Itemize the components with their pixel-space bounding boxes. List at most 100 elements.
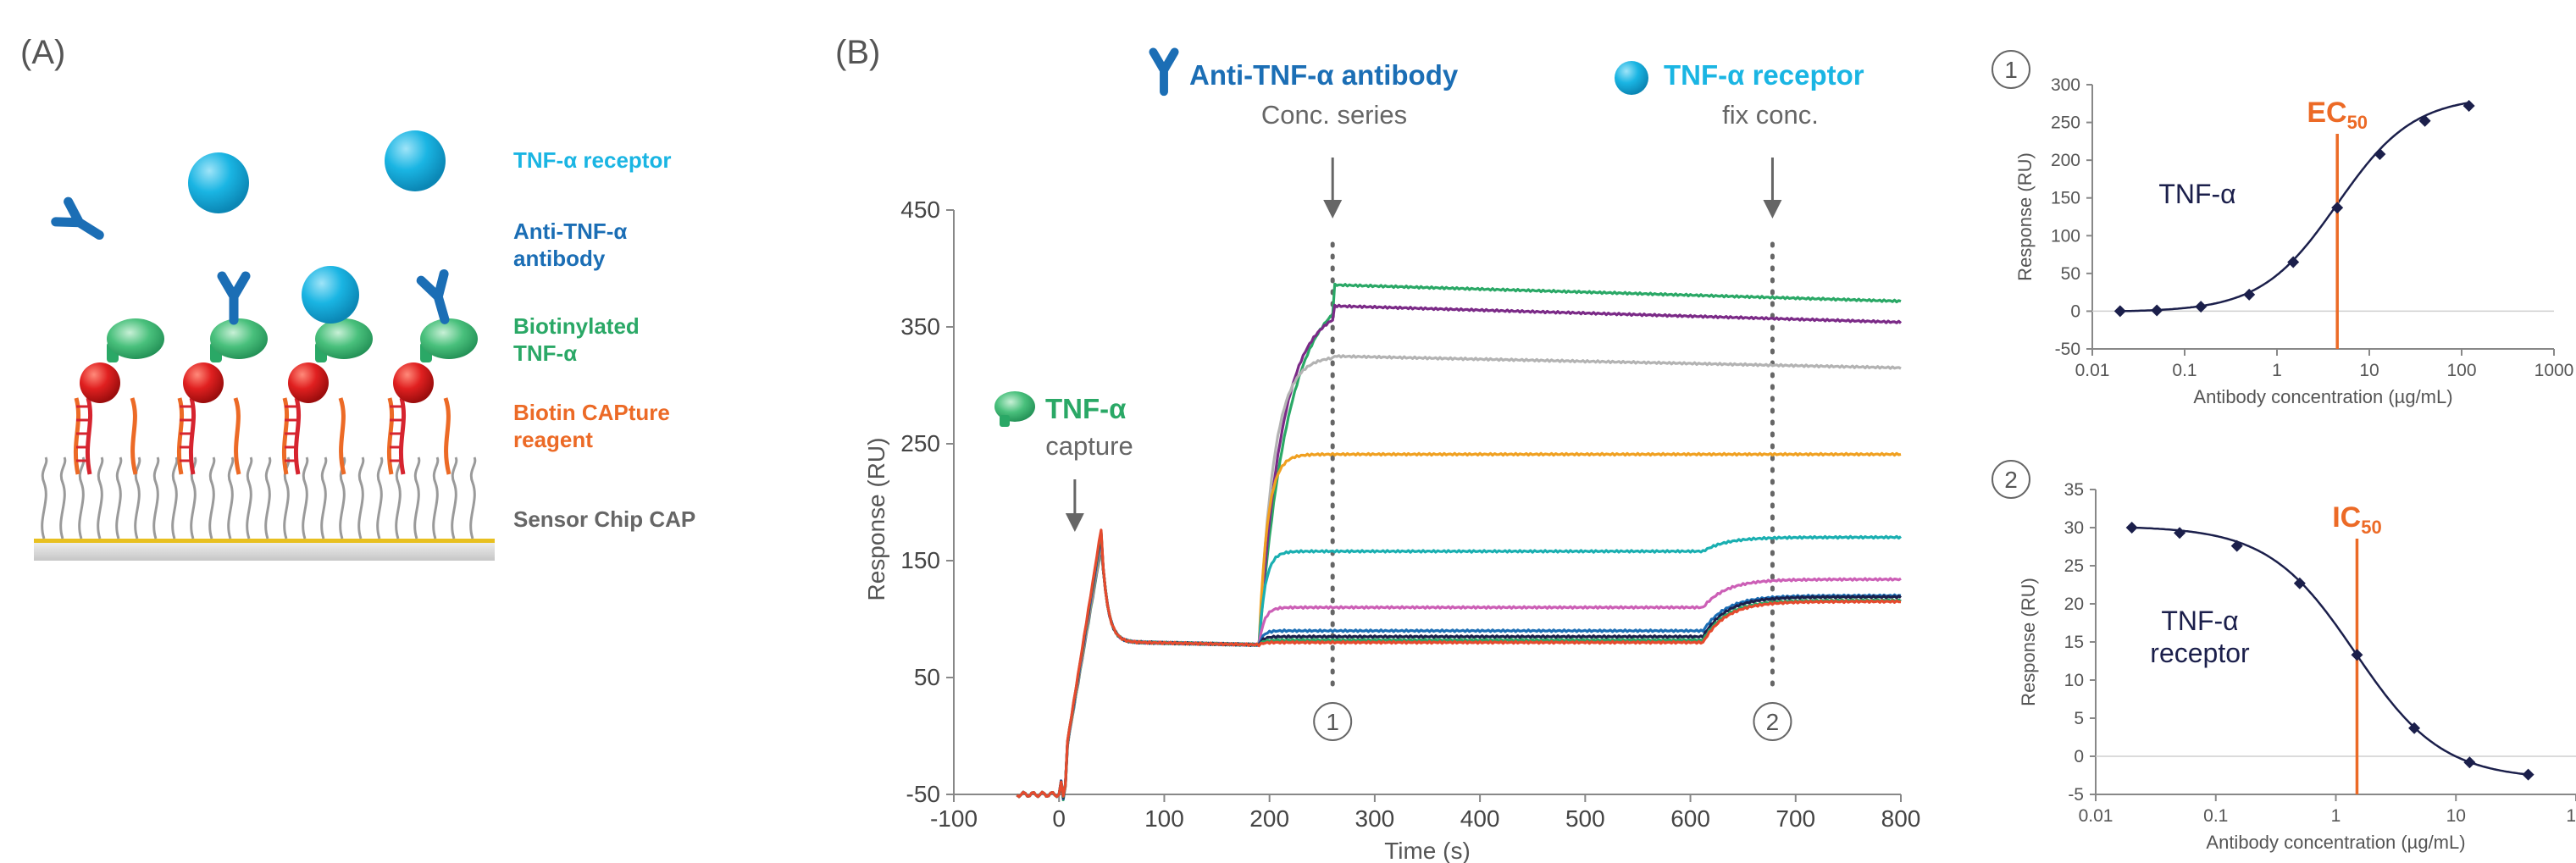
biotinylated-tnf bbox=[420, 318, 478, 359]
y-axis-label: Response (RU) bbox=[2014, 152, 2036, 281]
half-max-label-sub: 50 bbox=[2347, 112, 2368, 133]
dextran-strand bbox=[208, 456, 216, 539]
biotinylated-tnf bbox=[107, 318, 164, 359]
sensorgram-trace bbox=[1016, 533, 1902, 800]
dextran-strand bbox=[357, 456, 365, 539]
capture-title: TNF-α bbox=[1045, 393, 1126, 424]
panel-a: (A) TNF-α receptor Anti-TNF-α antibody Biot… bbox=[20, 34, 695, 561]
capture-reagent-strand bbox=[188, 397, 197, 475]
dose-response-plot-2: 2 -5 0 5 10 15 20 25 30 35 0.01 0.1 1 10 10 Antibody co… bbox=[1992, 460, 2576, 853]
data-point bbox=[2418, 114, 2431, 127]
legend-entry: Anti-TNF-α antibody bbox=[513, 219, 627, 271]
dextran-strand bbox=[41, 456, 48, 539]
y-tick-label: 250 bbox=[2051, 113, 2080, 133]
y-tick-label: 350 bbox=[900, 313, 940, 340]
x-tick-label: 100 bbox=[2446, 361, 2476, 380]
sensorgram-trace bbox=[1016, 531, 1902, 799]
y-tick-label: 20 bbox=[2064, 595, 2084, 614]
sensorgram-trace bbox=[1016, 528, 1901, 799]
dextran-strand bbox=[432, 456, 440, 539]
dextran-strand bbox=[283, 456, 291, 539]
y-tick-label: 100 bbox=[2051, 226, 2080, 246]
curve-label-line: TNF-α bbox=[2161, 606, 2238, 636]
x-axis-label: Antibody concentration (µg/mL) bbox=[2193, 386, 2452, 407]
free-receptor-icon bbox=[385, 130, 446, 191]
x-tick-label: 10 bbox=[2359, 361, 2379, 380]
receptor-header-subtitle: fix conc. bbox=[1722, 100, 1819, 130]
curve-label-line: TNF-α bbox=[2158, 179, 2235, 209]
x-tick-label: 600 bbox=[1670, 805, 1710, 832]
streptavidin-sphere bbox=[393, 362, 434, 403]
streptavidin-sphere bbox=[183, 362, 224, 403]
data-point bbox=[2374, 148, 2386, 161]
x-tick-label: 0 bbox=[1052, 805, 1066, 832]
dose-response-plot-1: 1 -50 0 50 100 150 200 250 300 0.01 0.1 1 10 100 1000 A… bbox=[1992, 50, 2574, 407]
fitted-curve bbox=[2131, 526, 2529, 776]
x-tick-label: 0.01 bbox=[2075, 361, 2110, 380]
panel-b-label: (B) bbox=[835, 34, 880, 71]
legend-entry-line: antibody bbox=[513, 246, 606, 271]
y-tick-label: 150 bbox=[900, 547, 940, 573]
data-point bbox=[2293, 577, 2306, 589]
half-max-label-sub: 50 bbox=[2361, 517, 2381, 538]
legend-entry: Sensor Chip CAP bbox=[513, 506, 695, 532]
data-point bbox=[2462, 99, 2475, 112]
antibody-header-subtitle: Conc. series bbox=[1261, 100, 1407, 130]
y-axis-label: Response (RU) bbox=[863, 438, 889, 601]
y-tick-label: 200 bbox=[2051, 151, 2080, 170]
x-tick-label: 300 bbox=[1355, 805, 1395, 832]
data-point bbox=[2331, 202, 2344, 214]
x-tick-label: 10 bbox=[2566, 806, 2576, 826]
legend-entry: TNF-α receptor bbox=[513, 147, 671, 173]
y-tick-label: 0 bbox=[2070, 301, 2080, 321]
bound-receptor-icon bbox=[302, 266, 359, 324]
half-max-label-main: EC bbox=[2307, 97, 2346, 129]
bound-antibody-icon bbox=[421, 274, 456, 323]
x-tick-label: 200 bbox=[1249, 805, 1289, 832]
y-tick-label: 15 bbox=[2064, 633, 2084, 652]
y-tick-label: 10 bbox=[2064, 671, 2084, 690]
event-marker bbox=[1313, 702, 1353, 741]
dextran-strand bbox=[469, 456, 477, 539]
y-tick-label: 35 bbox=[2064, 480, 2084, 500]
event-marker-label: 1 bbox=[1326, 709, 1339, 735]
x-tick-label: 1 bbox=[2272, 361, 2282, 380]
antibody-shape bbox=[222, 276, 246, 320]
capture-unit bbox=[386, 274, 478, 475]
dextran-strand bbox=[451, 456, 458, 539]
bound-antibody-icon bbox=[222, 276, 246, 320]
antibody-icon bbox=[1153, 52, 1174, 91]
capture-reagent-strand bbox=[338, 397, 346, 475]
sensor-chip-gold-layer bbox=[34, 539, 495, 543]
y-tick-label: 300 bbox=[2051, 75, 2080, 95]
dextran-strand bbox=[227, 456, 235, 539]
capture-reagent-strand bbox=[176, 397, 185, 475]
data-point bbox=[2287, 256, 2300, 268]
panel-b: (B) Anti-TNF-α antibody Conc. series TNF… bbox=[835, 34, 1920, 863]
capture-reagent-strand bbox=[281, 397, 290, 475]
sensor-chip-surface bbox=[34, 542, 495, 561]
capture-unit bbox=[73, 318, 164, 475]
data-point bbox=[2174, 527, 2186, 539]
y-tick-label: -50 bbox=[2055, 340, 2080, 359]
plot-marker-label: 2 bbox=[2004, 467, 2018, 493]
capture-reagent-strand bbox=[73, 397, 81, 475]
x-tick-label: 0.01 bbox=[2079, 806, 2113, 826]
dextran-strand bbox=[302, 456, 309, 539]
sensorgram-trace bbox=[1016, 534, 1902, 799]
legend-entry-line: Sensor Chip CAP bbox=[513, 506, 695, 532]
capture-label: TNF-α capture bbox=[994, 391, 1133, 461]
antibody-header: Anti-TNF-α antibody Conc. series bbox=[1153, 52, 1459, 130]
curve-label: TNF-α bbox=[2158, 179, 2235, 209]
legend-entry: Biotinylated TNF-α bbox=[513, 313, 640, 366]
x-tick-label: 700 bbox=[1776, 805, 1815, 832]
data-point bbox=[2522, 768, 2534, 781]
receptor-header: TNF-α receptor fix conc. bbox=[1615, 59, 1864, 130]
x-tick-label: 1000 bbox=[2534, 361, 2574, 380]
sensorgram-chart: -100 0 100 200 300 400 500 600 700 800 -50 50 150 250… bbox=[863, 158, 1920, 863]
antibody-shape bbox=[421, 274, 456, 323]
dextran-strand bbox=[376, 456, 384, 539]
plot-marker bbox=[1992, 50, 2030, 89]
y-tick-label: 450 bbox=[900, 196, 940, 223]
